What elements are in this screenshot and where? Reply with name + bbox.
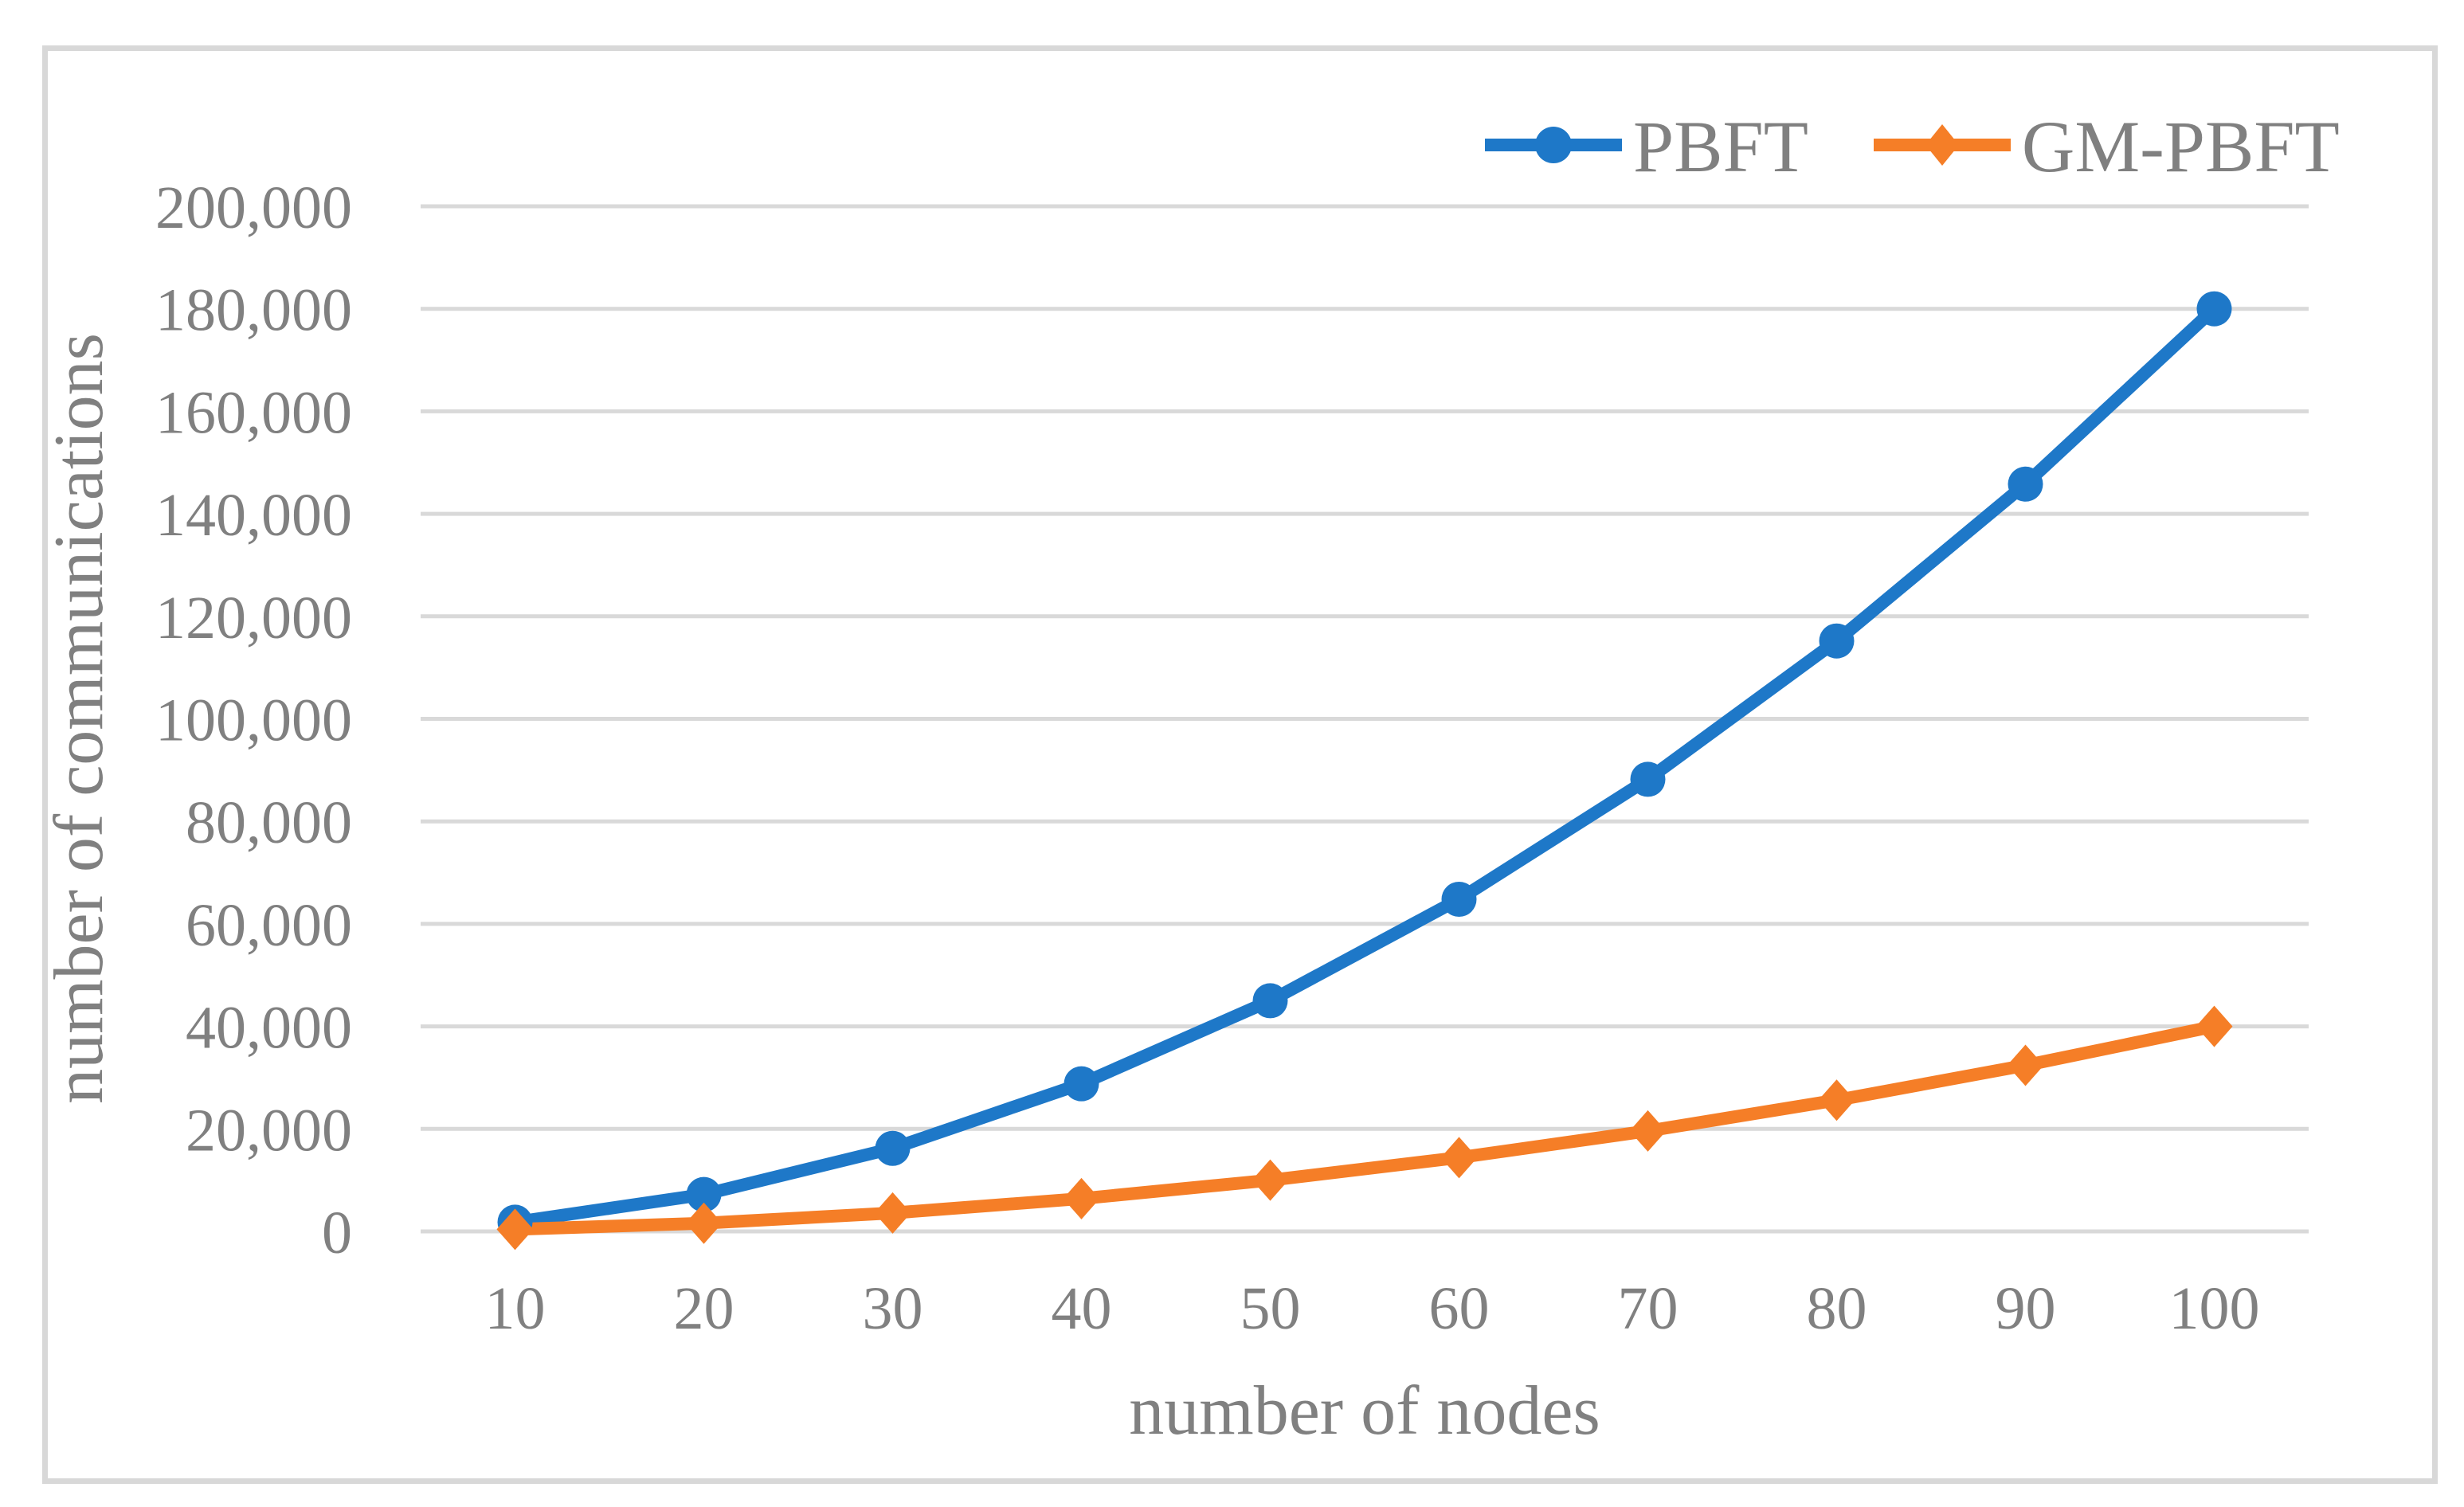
x-tick-label: 20 [674, 1275, 734, 1342]
legend-diamond-marker [1925, 123, 1959, 166]
pbft-legend-marker [1483, 119, 1624, 174]
y-tick-label: 200,000 [155, 174, 352, 241]
y-axis-tick-labels: 0 20,000 40,000 60,000 80,000 100,000 120,000 1… [155, 174, 352, 1266]
legend-label-gm-pbft: GM-PBFT [2021, 106, 2340, 187]
y-tick-label: 20,000 [186, 1097, 352, 1164]
marker-gm-pbft-80 [1818, 1079, 1855, 1121]
marker-gm-pbft-10 [496, 1208, 534, 1251]
x-axis-tick-labels: 10 20 30 40 50 60 70 80 90 100 [485, 1275, 2260, 1342]
legend-item-pbft: PBFT [1483, 110, 1808, 183]
y-tick-label: 180,000 [155, 277, 352, 344]
series-line-gm-pbft [508, 1020, 2221, 1236]
marker-pbft-100 [2196, 291, 2232, 327]
series-markers [496, 291, 2233, 1251]
legend: PBFT GM-PBFT [1483, 110, 2340, 183]
marker-pbft-90 [2008, 466, 2043, 502]
x-tick-label: 100 [2169, 1275, 2260, 1342]
series-lines [508, 302, 2221, 1236]
marker-gm-pbft-50 [1252, 1159, 1289, 1201]
x-tick-label: 60 [1429, 1275, 1490, 1342]
marker-pbft-40 [1064, 1066, 1099, 1102]
y-tick-label: 120,000 [155, 585, 352, 652]
marker-gm-pbft-90 [2007, 1044, 2044, 1086]
marker-gm-pbft-40 [1063, 1177, 1100, 1219]
x-tick-label: 50 [1240, 1275, 1301, 1342]
marker-gm-pbft-30 [874, 1192, 911, 1234]
pbft-swatch-svg [1485, 126, 1622, 163]
y-tick-label: 40,000 [186, 995, 352, 1062]
marker-gm-pbft-60 [1440, 1137, 1478, 1179]
x-tick-label: 70 [1618, 1275, 1679, 1342]
marker-gm-pbft-70 [1629, 1110, 1667, 1152]
marker-pbft-70 [1630, 761, 1666, 797]
y-axis-title: number of communications [41, 333, 118, 1104]
gm-pbft-legend-marker [1872, 119, 2012, 174]
y-tick-label: 160,000 [155, 379, 352, 446]
x-tick-label: 90 [1996, 1275, 2056, 1342]
y-tick-label: 0 [322, 1200, 352, 1266]
marker-pbft-30 [875, 1130, 911, 1166]
marker-pbft-50 [1252, 983, 1288, 1019]
y-tick-label: 140,000 [155, 482, 352, 549]
x-tick-label: 10 [485, 1275, 546, 1342]
x-tick-label: 40 [1052, 1275, 1112, 1342]
gridlines [421, 204, 2309, 1234]
marker-gm-pbft-100 [2196, 1005, 2233, 1047]
legend-label-pbft: PBFT [1633, 106, 1808, 187]
x-tick-label: 30 [863, 1275, 923, 1342]
y-tick-label: 80,000 [186, 789, 352, 856]
x-axis-title: number of nodes [1129, 1372, 1600, 1450]
marker-pbft-80 [1819, 623, 1855, 659]
x-tick-label: 80 [1807, 1275, 1867, 1342]
series-line-pbft [508, 302, 2221, 1229]
y-tick-label: 100,000 [155, 687, 352, 754]
marker-pbft-20 [686, 1176, 722, 1212]
gm-pbft-swatch-svg [1873, 123, 2011, 166]
marker-gm-pbft-20 [685, 1202, 723, 1244]
legend-circle-marker [1535, 126, 1572, 163]
marker-pbft-60 [1441, 882, 1477, 918]
legend-item-gm-pbft: GM-PBFT [1872, 110, 2340, 183]
y-tick-label: 60,000 [186, 892, 352, 959]
